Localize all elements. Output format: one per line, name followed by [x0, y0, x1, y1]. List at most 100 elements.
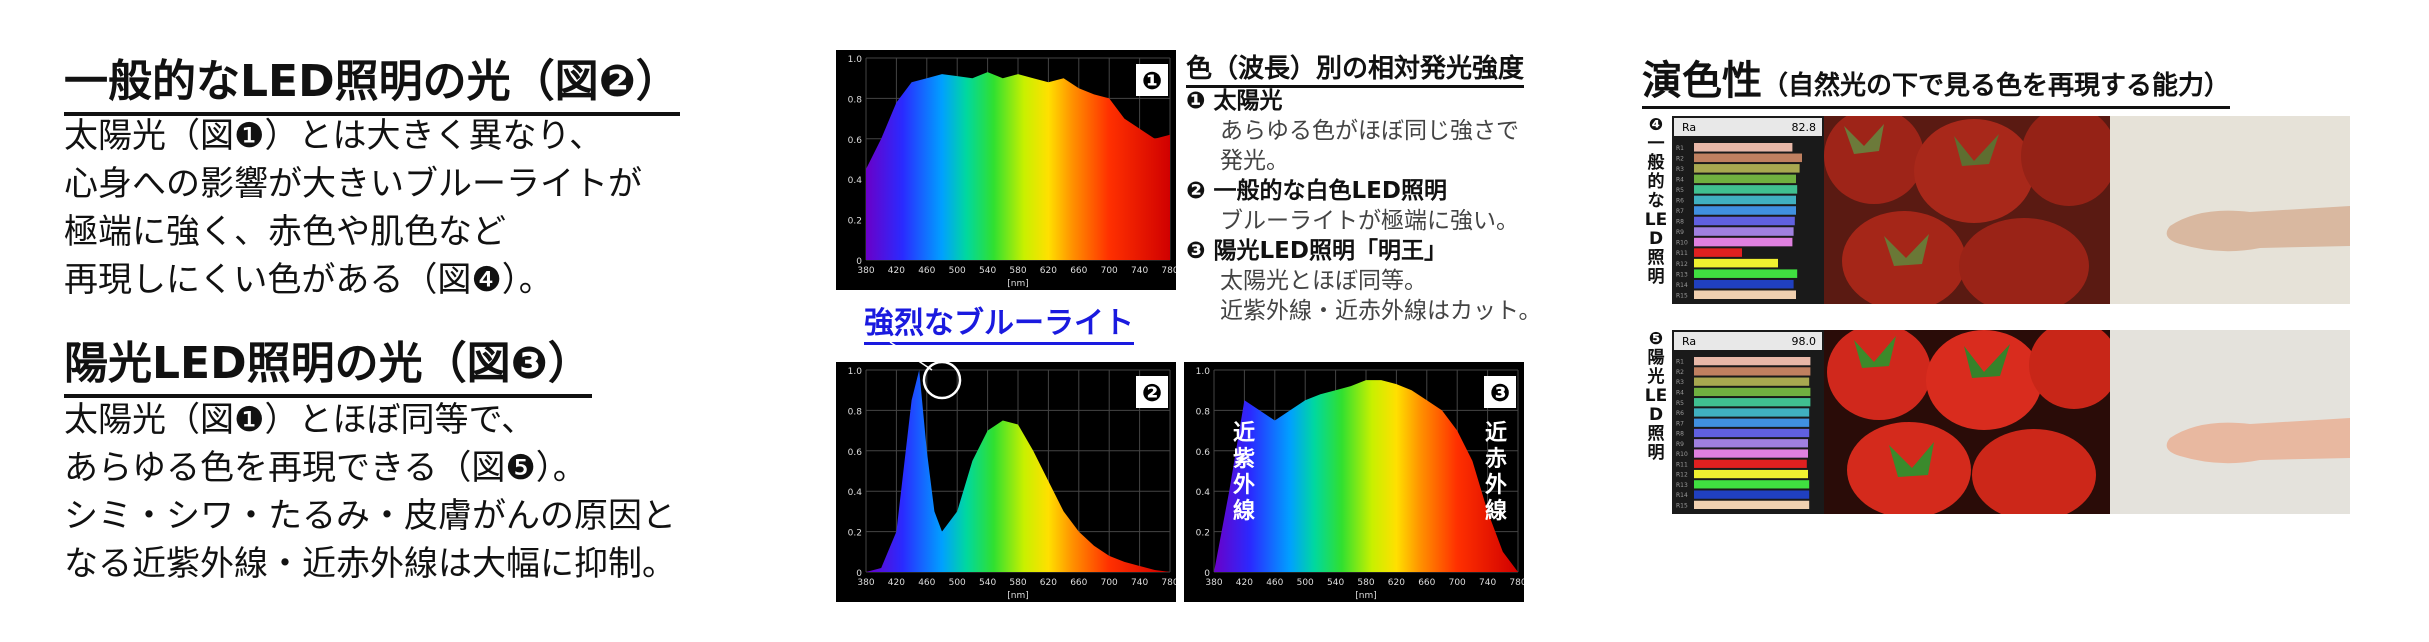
legend-item-line: 近紫外線・近赤外線はカット。	[1220, 298, 1542, 324]
x-tick-label: 540	[979, 578, 996, 588]
para2-line: シミ・シワ・たるみ・皮膚がんの原因と	[64, 496, 676, 536]
blue-light-pointer	[889, 341, 962, 400]
para1-line: 再現しにくい色がある（図❹）。	[64, 260, 553, 300]
cri-bar-label: R8	[1676, 431, 1684, 438]
paragraph-sunlight-led: 太陽光（図❶）とほぼ同等で、 あらゆる色を再現できる（図❺）。 シミ・シワ・たる…	[64, 396, 676, 588]
near-ir-label-char: 赤	[1485, 447, 1507, 472]
cri-bar-label: R11	[1676, 250, 1688, 257]
y-tick-label: 0.8	[848, 95, 863, 105]
near-ir-label-char: 外	[1485, 472, 1507, 498]
hand-photo-general	[2110, 116, 2350, 304]
cri-bar	[1694, 164, 1800, 173]
cri-title: 演色性	[1642, 58, 1762, 104]
x-tick-label: 660	[1418, 578, 1435, 588]
x-tick-label: 660	[1070, 266, 1087, 276]
cri-bar-label: R1	[1676, 359, 1684, 366]
y-tick-label: 0.2	[848, 217, 862, 227]
x-tick-label: 500	[949, 266, 966, 276]
x-tick-label: 420	[888, 266, 905, 276]
cri-bar-label: R13	[1676, 271, 1688, 278]
cri-bar-label: R13	[1676, 482, 1688, 489]
y-tick-label: 1.0	[1196, 367, 1211, 377]
y-tick-label: 0	[856, 257, 862, 267]
cri-bar	[1694, 480, 1810, 489]
chart-badge-number: ❶	[1142, 67, 1162, 95]
near-uv-label-char: 外	[1233, 472, 1255, 498]
legend-item-line: あらゆる色がほぼ同じ強さで	[1220, 118, 1519, 144]
paragraph-general-led: 太陽光（図❶）とは大きく異なり、 心身への影響が大きいブルーライトが 極端に強く…	[64, 112, 642, 304]
near-uv-label-char: 紫	[1233, 446, 1255, 472]
cri-row-num: ❹	[1648, 115, 1664, 135]
x-tick-label: 740	[1131, 266, 1148, 276]
y-tick-label: 0.2	[848, 529, 862, 539]
cri-bar	[1694, 449, 1808, 458]
cri-bar-chart-general: Ra 82.8 R1 R2 R3 R4 R5 R6 R7 R8 R9 R10 R11 R12 R13 R14 R…	[1672, 116, 1824, 304]
cri-bar-label: R1	[1676, 145, 1684, 152]
near-ir-label-char: 線	[1485, 498, 1507, 524]
x-tick-label: 580	[1357, 578, 1374, 588]
para1-line: 心身への影響が大きいブルーライトが	[64, 164, 642, 204]
cri-subtitle: （自然光の下で見る色を再現する能力）	[1762, 71, 2231, 101]
cri-bar	[1694, 490, 1810, 499]
cri-bar-label: R12	[1676, 472, 1688, 479]
x-tick-label: 460	[918, 266, 935, 276]
cri-bar	[1694, 237, 1793, 247]
spectrum-chart-sunlight-led: 0 0.2 0.4 0.6 0.8 1.0 380 420 460 500 540 580 620 660…	[1184, 362, 1524, 602]
blue-light-label: 強烈なブルーライト	[864, 298, 1134, 345]
cri-bar	[1694, 227, 1794, 236]
cri-bar-label: R2	[1676, 155, 1684, 162]
chart-badge-number: ❷	[1142, 379, 1162, 407]
cri-bar-label: R6	[1676, 198, 1684, 205]
cri-bar	[1694, 428, 1810, 438]
y-tick-label: 0	[856, 569, 862, 579]
legend-item-title: ❷ 一般的な白色LED照明	[1186, 178, 1447, 204]
y-tick-label: 0.4	[848, 176, 863, 186]
cri-bar	[1694, 459, 1807, 468]
cri-bar-label: R5	[1676, 400, 1684, 407]
x-tick-label: 780	[1161, 578, 1176, 588]
x-tick-label: 620	[1388, 578, 1405, 588]
x-tick-label: 380	[857, 266, 874, 276]
cri-bar-label: R12	[1676, 261, 1688, 268]
cri-bar	[1694, 500, 1810, 509]
cri-bar	[1694, 153, 1802, 163]
legend-item-line: 太陽光とほぼ同等。	[1220, 268, 1427, 294]
cri-bar	[1694, 377, 1810, 386]
y-tick-label: 0.4	[848, 488, 863, 498]
x-axis-label: [nm]	[1355, 591, 1377, 601]
cri-bar	[1694, 185, 1798, 194]
chart-badge	[1484, 376, 1516, 408]
cri-bar	[1694, 269, 1798, 278]
cri-bar	[1694, 206, 1796, 215]
x-tick-label: 380	[1205, 578, 1222, 588]
x-tick-label: 780	[1509, 578, 1524, 588]
cri-bar	[1694, 258, 1778, 268]
cri-bar-label: R9	[1676, 229, 1684, 236]
cri-bar-label: R3	[1676, 166, 1684, 173]
legend-item-title: ❸ 陽光LED照明「明王」	[1186, 238, 1447, 264]
cri-bar-label: R9	[1676, 441, 1684, 448]
y-tick-label: 0.2	[1196, 529, 1210, 539]
cri-bar	[1694, 387, 1811, 397]
legend-item-title: ❶ 太陽光	[1186, 88, 1283, 114]
near-ir-label-char: 近	[1485, 420, 1507, 446]
para2-line: あらゆる色を再現できる（図❺）。	[64, 448, 587, 488]
cri-bar	[1694, 279, 1794, 289]
x-axis-label: [nm]	[1007, 591, 1029, 601]
x-tick-label: 700	[1449, 578, 1466, 588]
para2-line: 太陽光（図❶）とほぼ同等で、	[64, 400, 536, 440]
y-tick-label: 1.0	[848, 367, 863, 377]
x-tick-label: 580	[1009, 266, 1026, 276]
y-tick-label: 1.0	[848, 55, 863, 65]
cri-row-label: 一般的なLED照明	[1644, 134, 1668, 287]
x-tick-label: 700	[1101, 266, 1118, 276]
cri-bar	[1694, 174, 1796, 184]
x-tick-label: 500	[1297, 578, 1314, 588]
hand-photo-sunlight	[2110, 330, 2350, 514]
x-tick-label: 780	[1161, 266, 1176, 276]
y-tick-label: 0.4	[1196, 488, 1211, 498]
cri-bar-label: R15	[1676, 502, 1688, 509]
spectrum-chart-sunlight: 0 0.2 0.4 0.6 0.8 1.0 380 420 460 500 540 580 620 660…	[836, 50, 1176, 290]
x-tick-label: 580	[1009, 578, 1026, 588]
cri-bar	[1694, 248, 1742, 257]
